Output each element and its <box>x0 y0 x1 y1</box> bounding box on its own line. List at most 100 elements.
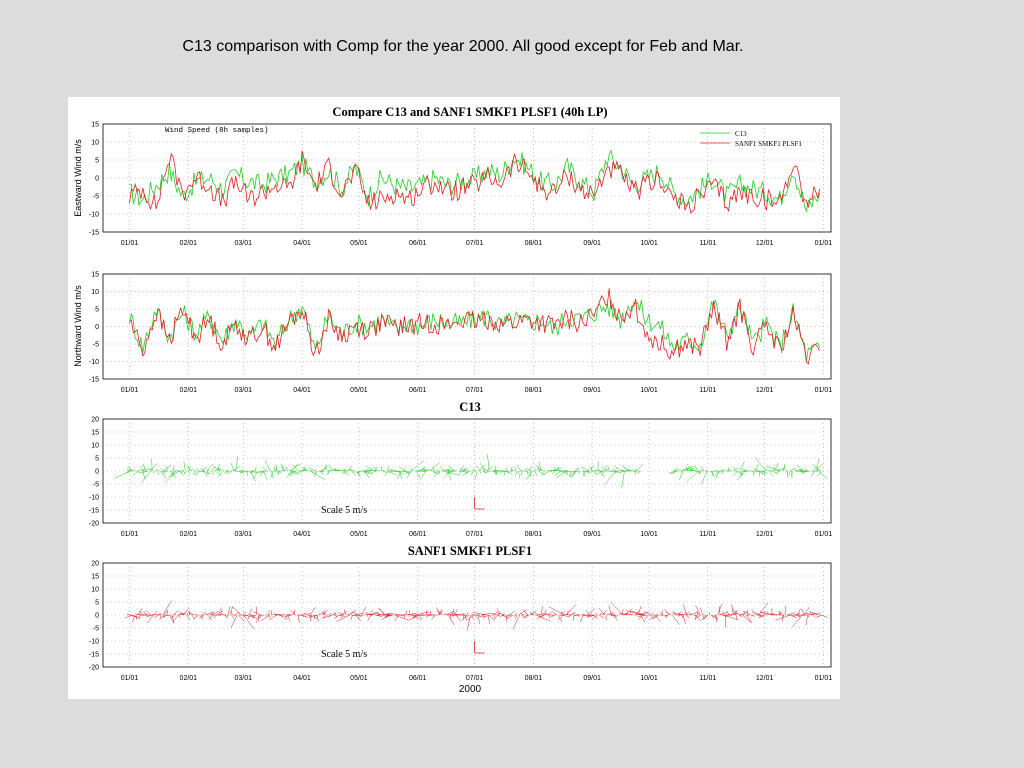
x-tick-label: 02/01 <box>180 531 198 538</box>
x-tick-label: 02/01 <box>180 387 198 394</box>
y-tick-label: -15 <box>89 377 99 384</box>
y-tick-label: 5 <box>95 158 99 165</box>
scale-arrow <box>474 641 485 654</box>
figure-panel: Compare C13 and SANF1 SMKF1 PLSF1 (40h L… <box>68 97 840 699</box>
x-tick-label: 06/01 <box>409 387 427 394</box>
x-tick-label: 12/01 <box>756 387 774 394</box>
x-tick-label: 11/01 <box>699 675 716 682</box>
x-tick-label: 01/01 <box>121 387 139 394</box>
x-tick-label: 05/01 <box>350 675 368 682</box>
x-tick-label: 06/01 <box>409 531 427 538</box>
sanf1-vector-panel: SANF1 SMKF1 PLSF1 Scale 5 m/s 2000 -20 -1… <box>89 544 832 695</box>
x-tick-label: 11/01 <box>699 387 716 394</box>
x-tick-label: 01/01 <box>815 675 833 682</box>
x-tick-label: 01/01 <box>815 240 833 247</box>
x-tick-label: 01/01 <box>121 240 139 247</box>
x-tick-label: 07/01 <box>466 240 484 247</box>
y-tick-label: 15 <box>91 574 99 581</box>
x-tick-label: 12/01 <box>756 675 774 682</box>
x-tick-label: 03/01 <box>235 531 253 538</box>
x-tick-label: 05/01 <box>350 531 368 538</box>
x-tick-label: 02/01 <box>180 240 198 247</box>
x-tick-label: 01/01 <box>815 387 833 394</box>
y-tick-label: 15 <box>91 272 99 279</box>
x-tick-label: 11/01 <box>699 531 716 538</box>
slide-caption: C13 comparison with Comp for the year 20… <box>182 38 744 55</box>
y-tick-label: 15 <box>91 122 99 129</box>
x-tick-label: 08/01 <box>525 240 543 247</box>
scale-arrow <box>474 497 485 510</box>
vector-sticks <box>114 454 828 489</box>
x-tick-label: 01/01 <box>121 531 139 538</box>
x-tick-label: 07/01 <box>466 387 484 394</box>
panel1-ylabel: Eastward Wind m/s <box>73 139 83 217</box>
y-tick-label: 10 <box>91 443 99 450</box>
y-tick-label: -20 <box>89 665 99 672</box>
wind-comparison-figure: Compare C13 and SANF1 SMKF1 PLSF1 (40h L… <box>73 105 832 695</box>
y-tick-label: 15 <box>91 430 99 437</box>
y-tick-label: -5 <box>93 626 99 633</box>
y-tick-label: -5 <box>93 342 99 349</box>
x-tick-label: 10/01 <box>640 387 658 394</box>
y-tick-label: 5 <box>95 600 99 607</box>
x-tick-label: 12/01 <box>756 531 774 538</box>
y-tick-label: -20 <box>89 521 99 528</box>
x-tick-label: 08/01 <box>525 675 543 682</box>
northward-wind-panel: Northward Wind m/s -15 -10 -5 0 5 10 15 01/01 02… <box>73 272 832 395</box>
panel2-ylabel: Northward Wind m/s <box>73 285 83 367</box>
x-tick-label: 09/01 <box>583 240 601 247</box>
series-line-c13 <box>129 149 820 213</box>
x-tick-label: 06/01 <box>409 240 427 247</box>
y-tick-label: 0 <box>95 469 99 476</box>
x-tick-label: 11/01 <box>699 240 716 247</box>
legend-label-sanf1: SANF1 SMKF1 PLSF1 <box>735 140 802 148</box>
x-tick-label: 09/01 <box>583 675 601 682</box>
y-tick-label: -15 <box>89 508 99 515</box>
x-tick-label: 07/01 <box>466 675 484 682</box>
panel4-title: SANF1 SMKF1 PLSF1 <box>408 544 532 558</box>
c13-vector-panel: C13 Scale 5 m/s -20 -15 -10 -5 0 5 10 15 20 01/01… <box>89 400 832 538</box>
y-tick-label: -10 <box>89 495 99 502</box>
y-tick-label: 5 <box>95 456 99 463</box>
x-tick-label: 09/01 <box>583 531 601 538</box>
x-tick-label: 12/01 <box>756 240 774 247</box>
y-tick-label: -5 <box>93 482 99 489</box>
y-tick-label: -15 <box>89 652 99 659</box>
legend-label-c13: C13 <box>735 130 747 138</box>
x-tick-label: 01/01 <box>121 675 139 682</box>
x-tick-label: 02/01 <box>180 675 198 682</box>
x-tick-label: 09/01 <box>583 387 601 394</box>
x-tick-label: 05/01 <box>350 387 368 394</box>
eastward-wind-panel: Compare C13 and SANF1 SMKF1 PLSF1 (40h L… <box>73 105 832 247</box>
x-tick-label: 03/01 <box>235 240 253 247</box>
legend: C13 SANF1 SMKF1 PLSF1 <box>700 130 802 148</box>
y-tick-label: 10 <box>91 289 99 296</box>
x-tick-label: 04/01 <box>293 531 311 538</box>
x-tick-label: 07/01 <box>466 531 484 538</box>
y-tick-label: 0 <box>95 176 99 183</box>
y-tick-label: -10 <box>89 359 99 366</box>
y-tick-label: -5 <box>93 194 99 201</box>
y-tick-label: 20 <box>91 561 99 568</box>
panel3-scale-label: Scale 5 m/s <box>321 505 367 516</box>
x-tick-label: 08/01 <box>525 531 543 538</box>
y-tick-label: 0 <box>95 613 99 620</box>
panel1-annotation: Wind Speed (8h samples) <box>165 127 269 135</box>
x-tick-label: 10/01 <box>640 531 658 538</box>
x-tick-label: 03/01 <box>235 675 253 682</box>
y-tick-label: -10 <box>89 212 99 219</box>
y-tick-label: 20 <box>91 417 99 424</box>
x-tick-label: 03/01 <box>235 387 253 394</box>
x-tick-label: 06/01 <box>409 675 427 682</box>
x-tick-label: 10/01 <box>640 240 658 247</box>
y-tick-label: 5 <box>95 307 99 314</box>
x-tick-label: 04/01 <box>293 387 311 394</box>
y-tick-label: 0 <box>95 324 99 331</box>
x-tick-label: 08/01 <box>525 387 543 394</box>
x-axis-label: 2000 <box>459 684 482 695</box>
panel4-scale-label: Scale 5 m/s <box>321 649 367 660</box>
y-tick-label: -10 <box>89 639 99 646</box>
y-tick-label: 10 <box>91 587 99 594</box>
x-tick-label: 04/01 <box>293 675 311 682</box>
x-tick-label: 01/01 <box>815 531 833 538</box>
